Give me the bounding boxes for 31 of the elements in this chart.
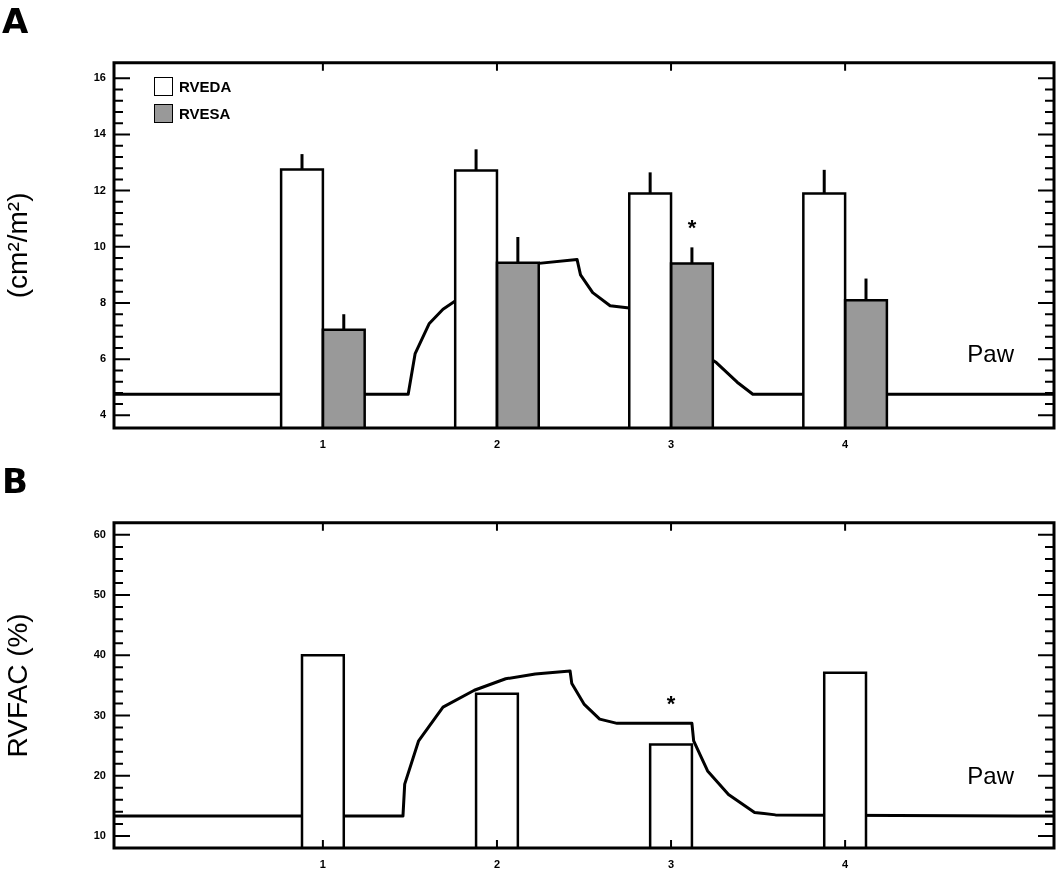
legend-label: RVESA — [179, 104, 232, 122]
y-tick-label: 8 — [99, 296, 106, 309]
annotation: * — [666, 691, 676, 717]
y-tick-label: 14 — [93, 127, 107, 140]
x-tick-label: 3 — [667, 437, 675, 450]
y-tick-label: 50 — [93, 588, 106, 601]
legend-label: RVEDA — [179, 77, 232, 95]
y-tick-label: 60 — [93, 527, 106, 540]
y-axis-title: (cm²/m²) — [1, 192, 33, 299]
y-tick-label: 16 — [93, 71, 106, 84]
y-tick-label: 20 — [93, 768, 106, 781]
y-tick-label: 4 — [99, 408, 107, 421]
chart-title: A — [2, 1, 29, 42]
x-tick-label: 4 — [842, 857, 850, 870]
y-tick-label: 10 — [93, 239, 106, 252]
x-tick-label: 4 — [842, 437, 850, 450]
y-tick-label: 10 — [93, 828, 106, 841]
x-tick-label: 1 — [319, 437, 326, 450]
y-axis-title: RVFAC (%) — [1, 613, 33, 758]
x-tick-label: 2 — [493, 437, 501, 450]
x-tick-label: 2 — [493, 857, 501, 870]
y-tick-label: 6 — [99, 352, 106, 365]
legend-label: Paw — [967, 762, 1015, 790]
y-tick-label: 12 — [93, 183, 106, 196]
series-label: Paw — [967, 340, 1015, 368]
y-tick-label: 40 — [93, 648, 106, 661]
chart-title: B — [2, 461, 28, 502]
y-tick-label: 30 — [93, 708, 106, 721]
x-tick-label: 3 — [667, 857, 675, 870]
x-tick-label: 1 — [319, 857, 326, 870]
annotation: * — [687, 215, 697, 241]
